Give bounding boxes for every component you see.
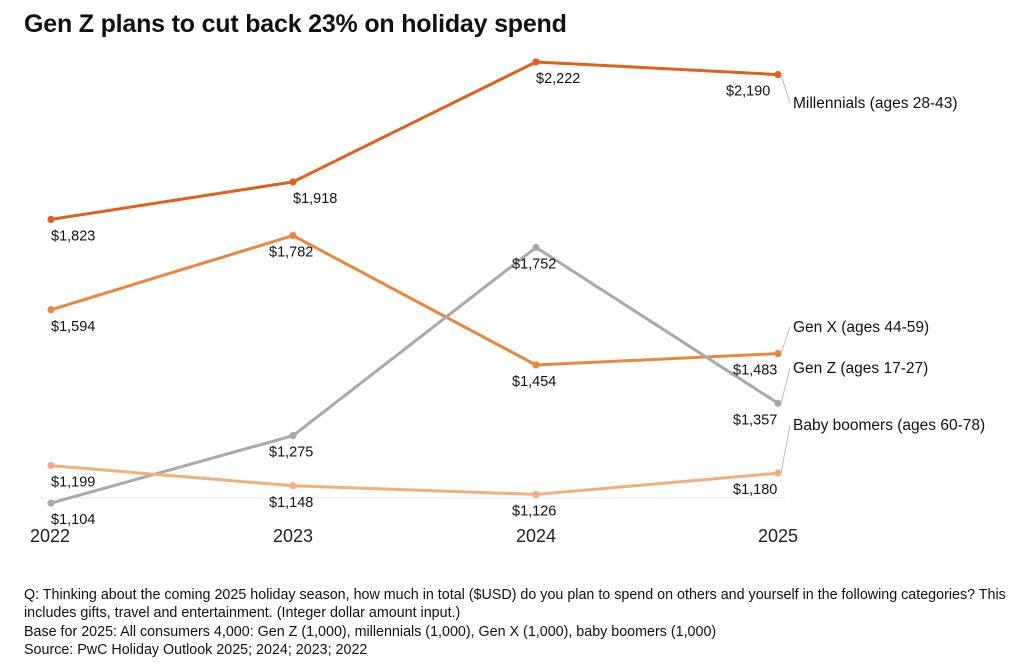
data-point — [532, 243, 540, 252]
data-label: $1,126 — [512, 503, 556, 519]
series-line — [49, 60, 780, 221]
data-label: $1,275 — [269, 445, 313, 461]
x-tick-label: 2024 — [516, 526, 556, 546]
series-line — [49, 245, 780, 505]
data-point — [47, 306, 55, 314]
source-note: Source: PwC Holiday Outlook 2025; 2024; … — [24, 641, 368, 658]
data-label: $1,918 — [293, 191, 337, 207]
data-point — [289, 178, 297, 186]
data-label: $1,104 — [51, 512, 95, 528]
data-point — [532, 58, 540, 66]
data-point — [532, 361, 540, 369]
chart-notes: Q: Thinking about the coming 2025 holida… — [24, 586, 1014, 659]
survey-question: Q: Thinking about the coming 2025 holida… — [24, 587, 1006, 622]
data-label: $1,752 — [512, 256, 556, 272]
survey-base: Base for 2025: All consumers 4,000: Gen … — [24, 623, 717, 640]
legend-leader-line — [780, 326, 791, 354]
data-label: $1,823 — [51, 228, 95, 244]
legend-leader-line — [780, 424, 791, 474]
data-point — [532, 490, 540, 499]
data-point — [774, 70, 782, 79]
data-label: $2,222 — [536, 71, 580, 87]
data-label: $1,483 — [733, 363, 777, 379]
data-point — [774, 399, 782, 407]
data-label: $1,594 — [51, 319, 95, 335]
data-point — [289, 231, 297, 240]
data-label: $1,454 — [512, 374, 556, 390]
x-tick-label: 2023 — [273, 526, 313, 546]
chart-title: Gen Z plans to cut back 23% on holiday s… — [24, 10, 567, 38]
data-label: $1,180 — [733, 482, 777, 498]
legend-label: Baby boomers (ages 60-78) — [793, 417, 985, 434]
data-point — [47, 215, 55, 223]
line-chart: 2022 2023 2024 2025 $1,823 $1,918 $2,222 $2,190… — [30, 58, 985, 546]
data-label: $1,357 — [733, 412, 777, 428]
data-point — [774, 469, 782, 477]
data-point — [289, 432, 297, 440]
x-tick-label: 2025 — [758, 526, 798, 546]
series-line — [49, 234, 780, 367]
legend-label: Gen X (ages 44-59) — [793, 319, 929, 336]
data-label: $1,199 — [51, 475, 95, 491]
data-label: $1,782 — [269, 245, 313, 261]
legend-label: Millennials (ages 28-43) — [793, 95, 958, 112]
data-point — [47, 462, 55, 470]
data-point — [774, 349, 782, 358]
x-tick-label: 2022 — [30, 526, 70, 546]
data-point — [47, 499, 55, 507]
series-line — [49, 464, 780, 496]
legend-leader-line — [780, 367, 791, 404]
data-label: $2,190 — [726, 84, 770, 100]
legend-label: Gen Z (ages 17-27) — [793, 360, 928, 377]
legend-leader-line — [780, 74, 791, 104]
data-label: $1,148 — [269, 495, 313, 511]
data-point — [289, 482, 297, 490]
